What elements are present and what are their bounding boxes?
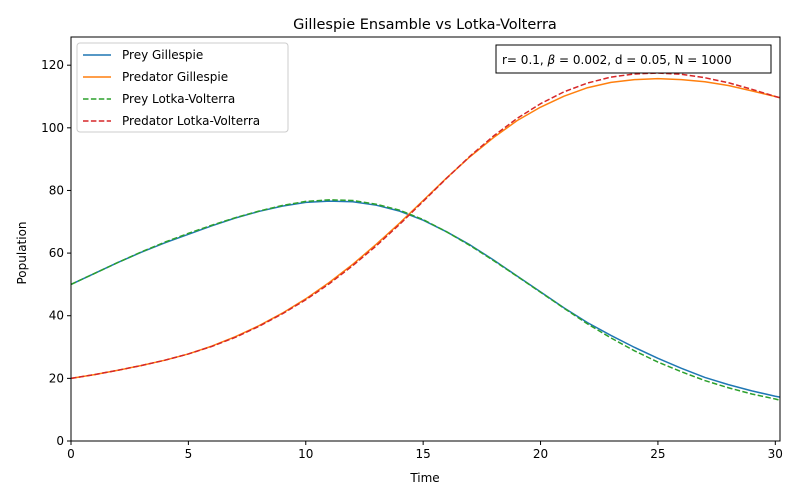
y-tick-label: 20 xyxy=(49,371,64,385)
y-tick-label: 40 xyxy=(49,309,64,323)
x-axis-label: Time xyxy=(409,471,439,485)
annotation-beta-symbol: β xyxy=(547,53,556,67)
annotation-suffix: = 0.002, d = 0.05, N = 1000 xyxy=(555,53,732,67)
y-axis-label: Population xyxy=(15,221,29,284)
x-tick-label: 0 xyxy=(67,447,75,461)
parameter-annotation: r= 0.1, β = 0.002, d = 0.05, N = 1000 xyxy=(495,44,772,74)
svg-text:r= 0.1, β = 0.002, d = 0.05, N: r= 0.1, β = 0.002, d = 0.05, N = 1000 xyxy=(502,53,732,67)
legend-label-prey-gillespie: Prey Gillespie xyxy=(122,48,203,62)
plot-series xyxy=(70,72,781,402)
y-tick-label: 120 xyxy=(41,58,64,72)
annotation-prefix: r= 0.1, xyxy=(502,53,548,67)
x-tick-label: 20 xyxy=(533,447,548,461)
y-tick-label: 80 xyxy=(49,183,64,197)
x-tick-label: 10 xyxy=(298,447,313,461)
legend-box xyxy=(76,42,289,133)
series-line-prey-lotka-volterra xyxy=(70,199,781,402)
legend-label-predator-gillespie: Predator Gillespie xyxy=(122,70,228,84)
series-line-prey-gillespie xyxy=(70,200,781,398)
y-tick-label: 60 xyxy=(49,246,64,260)
annotation-box xyxy=(495,44,772,74)
legend-label-predator-lotka-volterra: Predator Lotka-Volterra xyxy=(122,114,260,128)
x-tick-label: 30 xyxy=(768,447,783,461)
y-tick-label: 0 xyxy=(56,434,64,448)
legend: Prey Gillespie Predator Gillespie Prey Lot… xyxy=(76,42,289,133)
y-axis: 0 20 40 60 80 100 120 xyxy=(41,58,71,448)
chart-title: Gillespie Ensamble vs Lotka-Volterra xyxy=(293,17,557,33)
y-tick-label: 100 xyxy=(41,121,64,135)
x-tick-label: 25 xyxy=(650,447,665,461)
x-tick-label: 5 xyxy=(185,447,193,461)
x-tick-label: 15 xyxy=(416,447,431,461)
legend-label-prey-lotka-volterra: Prey Lotka-Volterra xyxy=(122,92,235,106)
series-line-predator-lotka-volterra xyxy=(70,72,781,380)
plot-frame xyxy=(70,36,781,442)
x-axis: 0 5 10 15 20 25 30 xyxy=(67,441,783,461)
